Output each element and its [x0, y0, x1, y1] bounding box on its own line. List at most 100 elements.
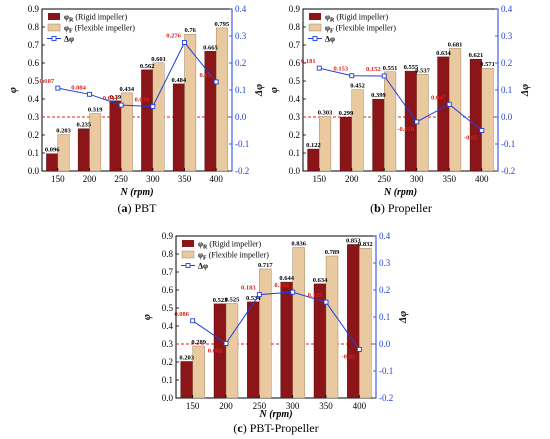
- y-tick-label: 0.5: [289, 76, 301, 86]
- bar-rigid: [109, 100, 122, 172]
- bar-flexible-label: 0.551: [383, 65, 398, 72]
- bar-flexible: [152, 62, 165, 172]
- delta-point: [190, 318, 196, 324]
- delta-label: 0.152: [366, 66, 381, 73]
- y2-tick-label: 0.4: [235, 4, 247, 14]
- y2-tick-label: -0.2: [235, 166, 249, 176]
- bar-flexible-label: 0.525: [225, 297, 240, 304]
- x-tick-label: 400: [353, 401, 367, 411]
- y-tick-label: 0.7: [289, 40, 301, 50]
- x-tick-label: 300: [286, 401, 300, 411]
- bar-flexible: [225, 303, 239, 399]
- bar-flexible: [292, 247, 305, 399]
- legend-label: φF (Flexible impeller): [198, 251, 269, 262]
- bar-rigid: [437, 56, 450, 172]
- x-tick-label: 250: [253, 401, 267, 411]
- legend: φR (Rigid impeller)φF (Flexible impeller…: [47, 13, 135, 44]
- bar-flexible-label: 0.452: [350, 83, 365, 90]
- bar-rigid-label: 0.534: [246, 295, 261, 302]
- y-tick-label: 0.9: [28, 4, 40, 14]
- y2-axis-title: Δφ: [398, 311, 409, 324]
- bar-rigid-label: 0.299: [339, 110, 354, 117]
- x-axis-title: N (rpm): [119, 187, 153, 198]
- y2-tick-label: 0.1: [235, 85, 246, 95]
- y-tick-label: 0.4: [28, 94, 40, 104]
- panel-caption: (c) PBT-Propeller: [233, 421, 318, 435]
- delta-point: [118, 102, 124, 108]
- y-tick-label: 0.2: [28, 130, 39, 140]
- delta-label: 0.084: [71, 84, 86, 91]
- bar-rigid-label: 0.634: [436, 50, 451, 57]
- y-axis-title: φ: [269, 87, 280, 93]
- y-tick-label: 0.3: [289, 112, 301, 122]
- y2-tick-label: -0.1: [379, 366, 393, 376]
- y-tick-label: 0.0: [289, 166, 301, 176]
- bar-flexible-label: 0.681: [448, 41, 463, 48]
- delta-point: [182, 40, 187, 45]
- legend-marker-delta: [312, 36, 318, 41]
- bar-flexible-label: 0.571: [480, 61, 495, 68]
- delta-label: 0.13: [199, 72, 211, 79]
- delta-label: 0.002: [208, 347, 223, 354]
- x-tick-label: 150: [313, 174, 327, 184]
- y2-tick-label: 0.0: [501, 112, 513, 122]
- bar-rigid-label: 0.39: [110, 94, 122, 101]
- y2-tick-label: 0.1: [501, 85, 512, 95]
- legend-label: φF (Flexible impeller): [325, 24, 396, 35]
- bar-rigid-label: 0.523: [213, 297, 228, 304]
- y2-tick-label: 0.4: [379, 231, 391, 241]
- bar-rigid-label: 0.122: [306, 142, 321, 149]
- bar-flexible-label: 0.289: [191, 339, 206, 346]
- delta-point: [213, 79, 219, 85]
- legend-label: φR (Rigid impeller): [198, 240, 261, 251]
- bar-flexible-label: 0.76: [185, 27, 197, 34]
- delta-label: -0.02: [342, 353, 356, 360]
- bar-flexible: [192, 345, 205, 399]
- bar-rigid-label: 0.853: [346, 237, 361, 244]
- delta-point: [223, 341, 229, 346]
- x-tick-label: 350: [178, 174, 192, 184]
- bar-flexible-label: 0.832: [358, 241, 373, 248]
- bar-rigid: [46, 153, 59, 172]
- bar-rigid-label: 0.399: [371, 92, 386, 99]
- delta-point: [356, 346, 362, 352]
- legend-label: Δφ: [64, 35, 74, 44]
- x-tick-label: 300: [410, 174, 424, 184]
- legend-label: φR (Rigid impeller): [325, 13, 388, 24]
- delta-point: [316, 65, 322, 71]
- delta-point: [150, 104, 156, 109]
- bar-flexible-label: 0.601: [151, 56, 166, 63]
- y2-tick-label: -0.2: [379, 393, 393, 403]
- y2-tick-label: 0.4: [501, 4, 513, 14]
- y-tick-label: 0.1: [289, 148, 300, 158]
- x-axis-title: N (rpm): [383, 187, 417, 198]
- bar-rigid-label: 0.644: [279, 275, 294, 282]
- y-tick-label: 0.8: [28, 22, 40, 32]
- legend-swatch-flexible: [181, 250, 195, 259]
- y-tick-label: 0.8: [289, 22, 301, 32]
- y-tick-label: 0.8: [162, 249, 174, 259]
- y-tick-label: 0.1: [162, 375, 173, 385]
- y-tick-label: 0.5: [28, 76, 40, 86]
- bar-flexible-label: 0.303: [318, 109, 333, 116]
- bar-flexible: [57, 134, 70, 172]
- delta-label: 0.047: [431, 94, 446, 101]
- delta-point: [381, 73, 387, 79]
- y2-tick-label: 0.2: [235, 58, 246, 68]
- x-tick-label: 150: [51, 174, 65, 184]
- bar-rigid: [180, 361, 193, 399]
- legend: φR (Rigid impeller)φF (Flexible impeller…: [308, 13, 396, 44]
- bar-flexible-label: 0.434: [120, 86, 135, 93]
- delta-label: 0.153: [333, 66, 348, 73]
- delta-point: [323, 299, 329, 305]
- delta-line: [57, 41, 217, 107]
- delta-point: [479, 128, 485, 133]
- bar-flexible: [215, 27, 228, 172]
- delta-label: 0.044: [103, 95, 118, 102]
- y2-tick-label: 0.3: [501, 31, 513, 41]
- delta-label: 0.183: [241, 285, 256, 292]
- bar-rigid: [469, 59, 482, 172]
- bar-flexible: [120, 92, 133, 172]
- x-tick-label: 200: [83, 174, 97, 184]
- bar-flexible-label: 0.836: [291, 241, 306, 248]
